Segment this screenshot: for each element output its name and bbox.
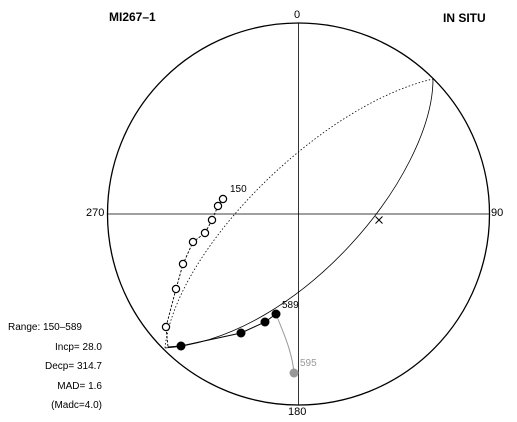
demag-step-589: [271, 309, 281, 319]
demag-path-lower: [167, 313, 277, 348]
demag-step: [207, 215, 217, 225]
madc-stat: (Madc=4.0): [51, 400, 102, 411]
demag-step-150: [218, 194, 228, 204]
demag-step: [260, 317, 270, 327]
demag-step: [161, 322, 171, 332]
sample-id: MI267–1: [109, 10, 156, 24]
step-label-589: 589: [282, 300, 299, 311]
demag-step: [178, 259, 188, 269]
decp-stat: Decp= 314.7: [45, 361, 102, 372]
coordinate-system-label: IN SITU: [443, 11, 486, 25]
step-label-150: 150: [230, 184, 247, 195]
demag-step: [213, 201, 223, 211]
incp-stat: Incp= 28.0: [55, 341, 102, 353]
fit-statistics-panel: Range: 150–589 Incp= 28.0 Decp= 314.7 MA…: [8, 318, 108, 416]
demag-step: [171, 284, 181, 294]
demag-step-595: [289, 368, 299, 378]
pole-marker: [375, 216, 383, 224]
compass-west-label: 270: [86, 207, 105, 219]
compass-north-label: 0: [294, 9, 301, 21]
demag-step: [176, 341, 186, 351]
compass-south-label: 180: [288, 406, 307, 418]
step-label-595: 595: [300, 358, 317, 369]
great-circle-upper: [164, 78, 434, 349]
demag-step: [200, 228, 210, 238]
range-stat: Range: 150–589: [8, 322, 82, 333]
demag-step: [188, 237, 198, 247]
great-circle-lower: [164, 78, 434, 349]
compass-east-label: 90: [491, 207, 504, 219]
demag-step: [236, 328, 246, 338]
demag-path-excluded: [275, 313, 295, 374]
mad-stat: MAD= 1.6: [57, 380, 102, 392]
